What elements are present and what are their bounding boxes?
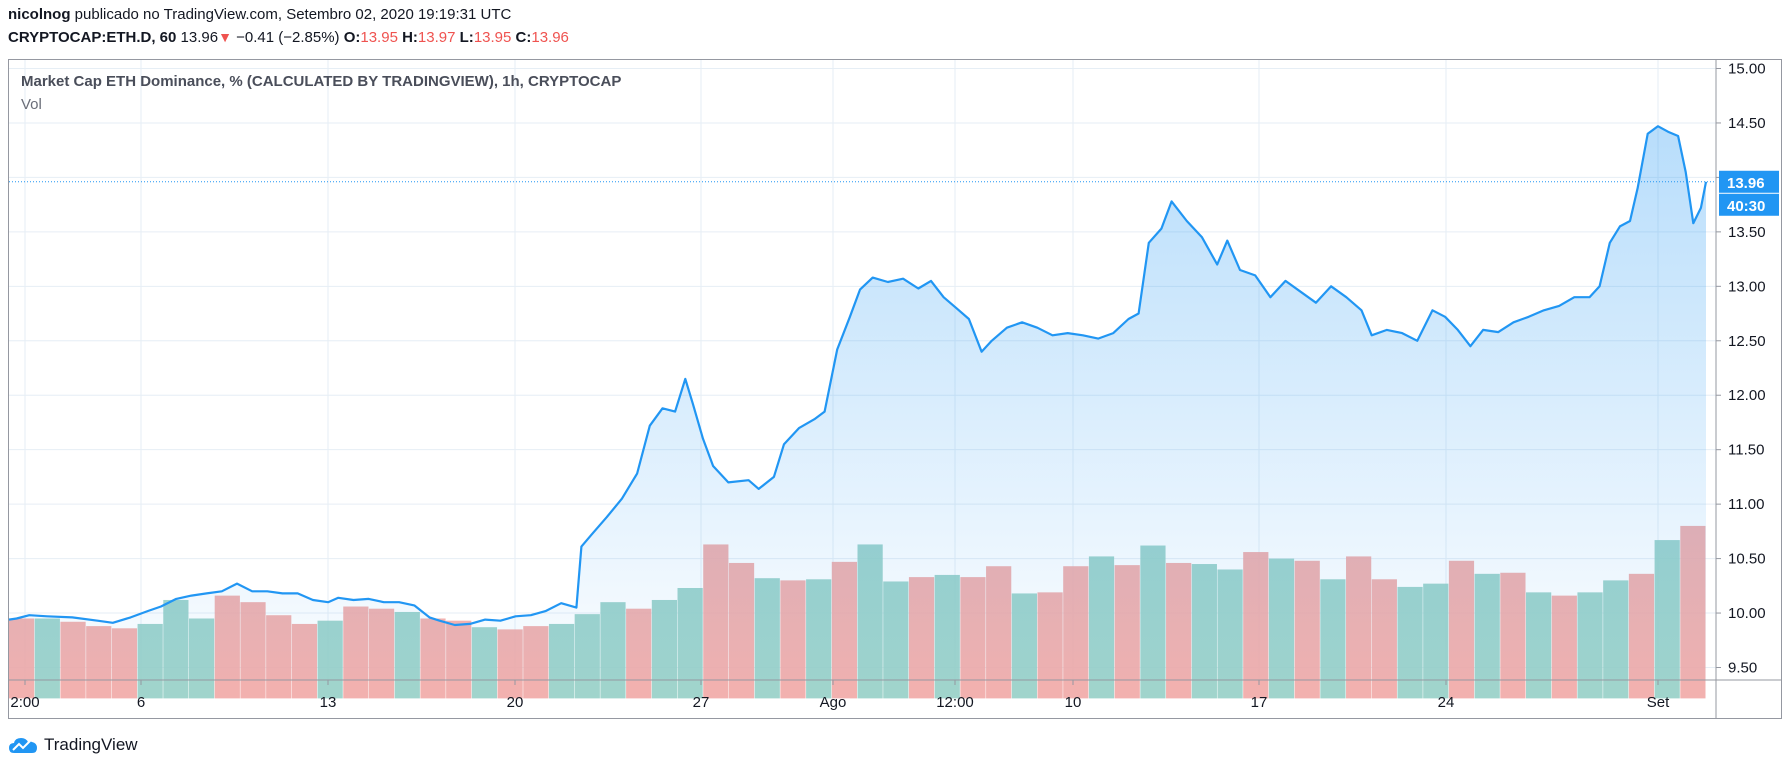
- close-value: 13.96: [531, 29, 569, 46]
- price-line: [8, 125, 1708, 627]
- published-text: publicado no TradingView.com, Setembro 0…: [74, 6, 512, 23]
- y-tick-label: 9.50: [1728, 660, 1757, 677]
- y-tick-label: 11.00: [1728, 496, 1764, 513]
- high-value: 13.97: [417, 29, 456, 46]
- countdown-tag-value: 40:30: [1727, 198, 1765, 215]
- y-tick-label: 15.00: [1728, 61, 1766, 78]
- price-change: −0.41 (−2.85%): [236, 29, 340, 46]
- publish-info: nicolnog publicado no TradingView.com, S…: [8, 6, 511, 23]
- y-tick-label: 13.00: [1728, 278, 1766, 295]
- cloud-icon: [9, 738, 37, 753]
- y-tick-label: 10.50: [1728, 551, 1766, 568]
- x-tick-label: 6: [137, 694, 145, 711]
- low-value: 13.95: [473, 29, 512, 46]
- y-tick-label: 11.50: [1728, 442, 1764, 459]
- symbol-label: CRYPTOCAP:ETH.D, 60: [8, 29, 177, 46]
- open-value: 13.95: [360, 29, 398, 46]
- y-tick-label: 14.50: [1728, 115, 1766, 132]
- y-tick-label: 10.00: [1728, 605, 1766, 622]
- ohlc-bar: CRYPTOCAP:ETH.D, 60 13.96▼ −0.41 (−2.85%…: [8, 29, 569, 46]
- x-tick-label: 10: [1065, 694, 1082, 711]
- down-arrow-icon: ▼: [218, 29, 232, 45]
- high-label: H:: [402, 29, 418, 46]
- y-tick-label: 12.00: [1728, 387, 1766, 404]
- chart-frame: [8, 59, 1782, 719]
- x-tick-label: 2:00: [10, 694, 39, 711]
- tradingview-logo[interactable]: TradingView: [8, 735, 138, 755]
- price-area: [9, 126, 1706, 680]
- countdown-tag-box: [1719, 193, 1779, 216]
- x-tick-label: Ago: [820, 694, 847, 711]
- volume-legend: Vol: [21, 96, 42, 113]
- x-tick-label: 17: [1251, 694, 1268, 711]
- close-label: C:: [515, 29, 532, 46]
- low-label: L:: [459, 29, 474, 46]
- price-tag-value: 13.96: [1727, 175, 1765, 192]
- brand-name: TradingView: [44, 735, 138, 754]
- x-tick-label: 27: [693, 694, 710, 711]
- x-tick-label: 24: [1438, 694, 1455, 711]
- x-tick-label: Set: [1647, 694, 1670, 711]
- y-tick-label: 12.50: [1728, 333, 1766, 350]
- price-tag-box: [1719, 170, 1779, 193]
- author-name: nicolnog: [8, 6, 71, 23]
- open-label: O:: [343, 29, 361, 46]
- last-price: 13.96: [180, 29, 219, 46]
- y-tick-label: 13.50: [1728, 224, 1766, 241]
- x-tick-label: 13: [320, 694, 337, 711]
- x-tick-label: 12:00: [936, 694, 974, 711]
- chart-legend-title: Market Cap ETH Dominance, % (CALCULATED …: [21, 73, 622, 90]
- x-tick-label: 20: [507, 694, 524, 711]
